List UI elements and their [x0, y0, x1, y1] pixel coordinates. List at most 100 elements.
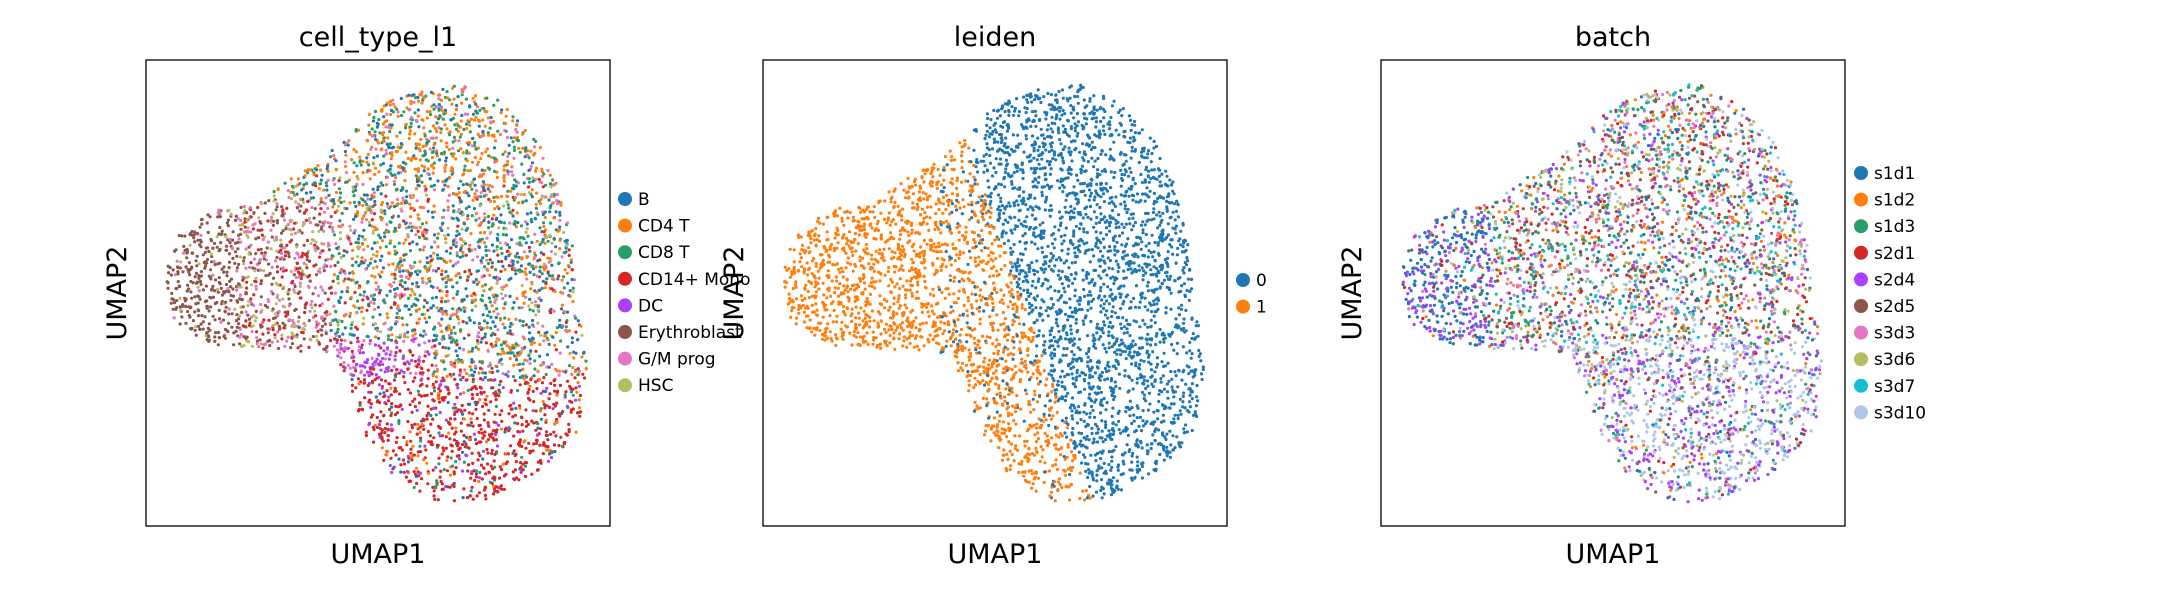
cell-type-point: [433, 210, 437, 214]
cell-type-point: [452, 325, 456, 329]
cell-type-point: [414, 466, 418, 470]
cell-type-point: [258, 258, 262, 262]
cell-type-point: [490, 265, 494, 269]
cell-type-point: [375, 357, 379, 361]
cell-type-point: [309, 303, 313, 307]
cell-type-point: [390, 215, 394, 219]
cell-type-point: [557, 443, 561, 448]
cell-type-point: [181, 251, 186, 255]
cell-type-point: [468, 169, 472, 173]
cell-type-point: [368, 223, 372, 227]
cell-type-point: [460, 360, 464, 364]
cell-type-point: [571, 286, 575, 290]
cell-type-point: [453, 112, 457, 116]
cell-type-point: [307, 345, 311, 349]
cell-type-point: [237, 317, 241, 321]
cell-type-point: [482, 289, 486, 293]
leiden-point: [1049, 417, 1053, 421]
leiden-point: [1005, 401, 1010, 405]
cell-type-point: [410, 458, 414, 462]
cell-type-point: [244, 292, 248, 296]
cell-type-point: [385, 222, 389, 227]
cell-type-point: [394, 268, 398, 272]
cell-type-point: [479, 340, 483, 344]
cell-type-point: [515, 123, 519, 127]
cell-type-point: [465, 182, 469, 186]
cell-type-point: [397, 371, 401, 375]
cell-type-point: [362, 290, 366, 294]
cell-type-point: [265, 246, 269, 250]
cell-type-point: [395, 315, 399, 320]
cell-type-point: [396, 262, 400, 266]
cell-type-legend-label: B: [638, 190, 650, 210]
cell-type-point: [224, 300, 228, 304]
cell-type-point: [321, 288, 325, 292]
cell-type-point: [511, 259, 515, 263]
cell-type-point: [578, 393, 583, 398]
cell-type-point: [538, 226, 542, 230]
cell-type-point: [509, 388, 513, 393]
cell-type-point: [526, 255, 530, 259]
cell-type-point: [218, 215, 222, 219]
cell-type-point: [423, 316, 427, 320]
cell-type-point: [434, 149, 439, 153]
cell-type-point: [523, 270, 527, 274]
cell-type-point: [227, 260, 232, 264]
cell-type-point: [389, 456, 393, 460]
cell-type-point: [382, 136, 386, 140]
cell-type-point: [458, 373, 462, 377]
cell-type-point: [454, 244, 458, 248]
cell-type-point: [465, 378, 469, 382]
leiden-point: [1133, 221, 1137, 225]
cell-type-point: [498, 318, 502, 322]
leiden-point: [958, 206, 962, 210]
leiden-point: [1092, 437, 1096, 441]
cell-type-point: [533, 303, 537, 308]
leiden-point: [801, 303, 805, 307]
cell-type-point: [435, 105, 439, 109]
cell-type-point: [513, 379, 517, 383]
cell-type-point: [178, 322, 182, 326]
cell-type-point: [454, 466, 458, 470]
cell-type-point: [538, 242, 542, 247]
cell-type-point: [337, 179, 341, 183]
cell-type-point: [216, 343, 220, 347]
cell-type-point: [418, 384, 422, 388]
cell-type-point: [239, 205, 243, 209]
cell-type-legend-marker: [618, 298, 632, 313]
cell-type-point: [181, 303, 185, 307]
leiden-point: [1030, 284, 1034, 288]
cell-type-point: [175, 259, 179, 263]
cell-type-point: [528, 384, 532, 388]
cell-type-point: [408, 221, 412, 225]
cell-type-point: [470, 294, 474, 298]
cell-type-point: [421, 371, 425, 375]
cell-type-point: [249, 297, 253, 301]
cell-type-point: [485, 183, 489, 187]
cell-type-point: [578, 414, 582, 418]
leiden-point: [846, 256, 850, 260]
cell-type-point: [441, 117, 445, 121]
leiden-point: [958, 250, 962, 254]
cell-type-point: [429, 245, 434, 249]
cell-type-point: [493, 207, 497, 211]
cell-type-point: [552, 430, 556, 434]
cell-type-point: [387, 357, 391, 361]
cell-type-point: [313, 309, 317, 313]
cell-type-point: [432, 107, 436, 111]
cell-type-point: [317, 342, 322, 346]
cell-type-point: [503, 316, 507, 320]
cell-type-point: [445, 127, 449, 131]
cell-type-point: [423, 149, 427, 153]
leiden-point: [1063, 127, 1067, 131]
cell-type-point: [490, 366, 494, 370]
cell-type-point: [500, 108, 504, 112]
cell-type-point: [261, 237, 265, 242]
cell-type-point: [394, 389, 398, 393]
cell-type-point: [503, 150, 507, 154]
cell-type-point: [347, 178, 352, 182]
cell-type-point: [243, 217, 247, 221]
cell-type-legend-marker: [618, 271, 632, 286]
cell-type-point: [383, 209, 387, 213]
cell-type-point: [420, 164, 424, 168]
